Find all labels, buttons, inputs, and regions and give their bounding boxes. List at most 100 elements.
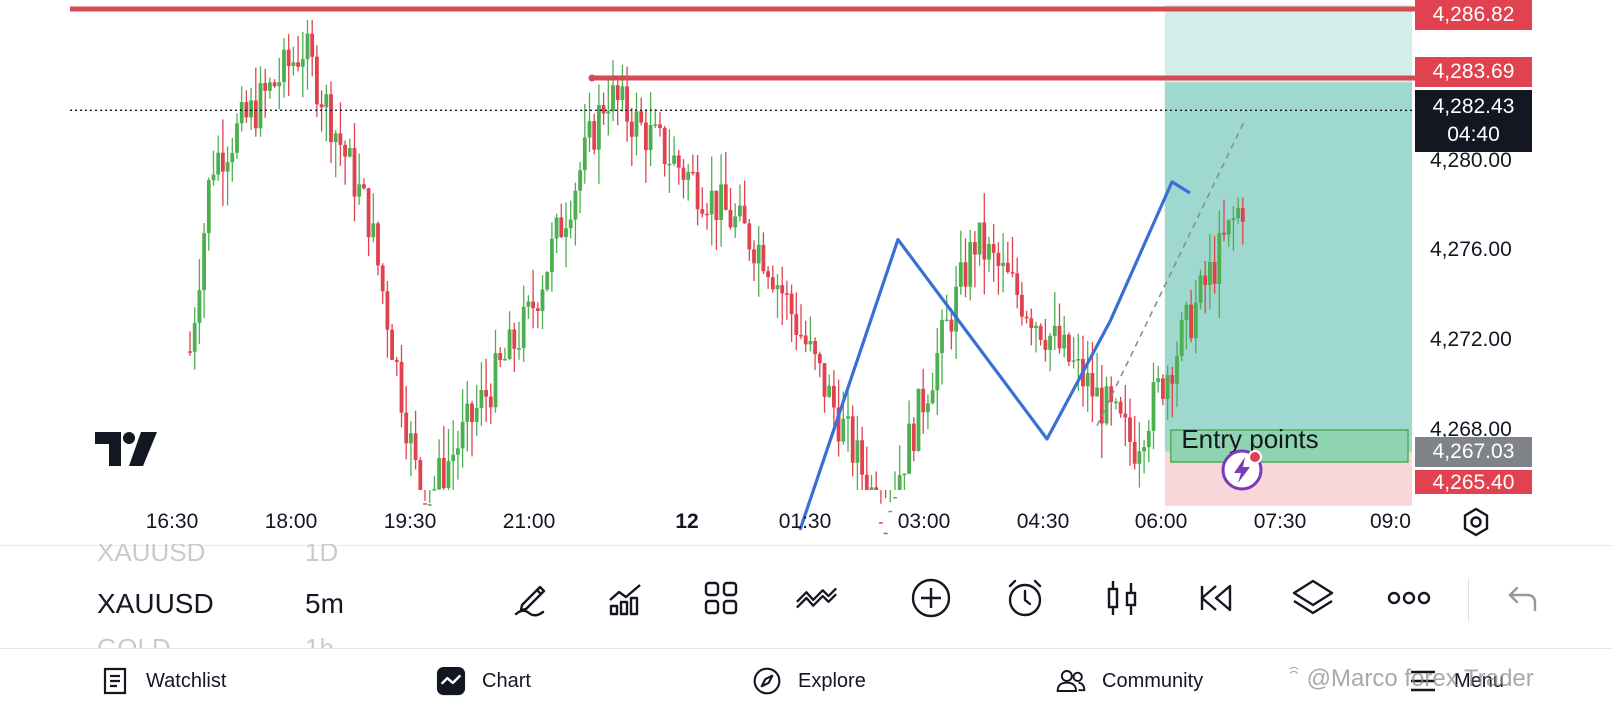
price-tag-current: 4,282.43 04:40 bbox=[1415, 90, 1532, 152]
candle-body-83 bbox=[578, 170, 582, 191]
candle-body-198 bbox=[1118, 401, 1123, 414]
candle-body-19 bbox=[277, 82, 282, 87]
candle-body-116 bbox=[733, 216, 738, 228]
candle-body-151 bbox=[897, 475, 902, 490]
candle-body-208 bbox=[1165, 374, 1170, 399]
candle-body-84 bbox=[582, 137, 587, 171]
lightning-alert-icon[interactable] bbox=[1220, 448, 1264, 492]
candle-body-124 bbox=[770, 277, 775, 290]
watermark-text: @Marco forex Trader bbox=[1306, 665, 1534, 692]
candle-body-72 bbox=[526, 301, 531, 307]
nav-explore-label: Explore bbox=[798, 669, 866, 692]
symbol-ghost-above[interactable]: XAUUSD bbox=[97, 544, 206, 567]
candle-body-189 bbox=[1076, 359, 1081, 361]
candle-body-158 bbox=[930, 390, 935, 404]
candle-body-37 bbox=[362, 184, 366, 189]
candle-body-217 bbox=[1208, 262, 1212, 285]
watchlist-icon bbox=[100, 666, 130, 696]
candle-body-156 bbox=[921, 388, 926, 413]
community-icon bbox=[1056, 666, 1086, 696]
candle-body-148 bbox=[883, 532, 888, 535]
candle-body-121 bbox=[756, 244, 761, 264]
time-axis-label-7: 04:30 bbox=[1016, 510, 1070, 533]
candle-body-192 bbox=[1090, 373, 1095, 397]
candle-body-96 bbox=[639, 111, 644, 123]
candle-body-175 bbox=[1010, 272, 1015, 274]
replay-icon[interactable] bbox=[1193, 575, 1239, 621]
candle-body-149 bbox=[888, 510, 893, 513]
candles-icon[interactable] bbox=[1099, 575, 1145, 621]
templates-icon[interactable] bbox=[698, 575, 744, 621]
compare-icon[interactable] bbox=[794, 575, 840, 621]
nav-community-label: Community bbox=[1102, 669, 1204, 692]
chart-area[interactable]: 4,280.00 4,276.00 4,272.00 4,268.00 4,28… bbox=[0, 0, 1612, 545]
candle-body-89 bbox=[606, 111, 611, 114]
candle-body-50 bbox=[423, 503, 427, 505]
candle-body-18 bbox=[272, 82, 277, 87]
indicators-icon[interactable] bbox=[603, 575, 649, 621]
candle-body-178 bbox=[1024, 316, 1029, 319]
bottom-navigation bbox=[0, 648, 1612, 720]
nav-explore[interactable]: Explore bbox=[752, 666, 866, 696]
candle-body-110 bbox=[705, 213, 709, 216]
timeframe-ghost-above[interactable]: 1D bbox=[305, 544, 339, 567]
time-axis-label-10: 09:0 bbox=[1370, 510, 1411, 533]
candle-body-2 bbox=[197, 290, 202, 323]
candle-body-108 bbox=[695, 172, 700, 210]
candle-body-65 bbox=[493, 353, 498, 408]
candle-body-185 bbox=[1057, 325, 1062, 349]
candle-body-106 bbox=[686, 171, 691, 180]
candle-body-31 bbox=[333, 133, 338, 143]
watermark: ꩰ @Marco forex Trader bbox=[1300, 664, 1534, 697]
undo-icon[interactable] bbox=[1500, 575, 1546, 621]
candle-body-60 bbox=[470, 403, 474, 422]
candle-body-128 bbox=[789, 293, 794, 315]
add-icon[interactable] bbox=[908, 575, 954, 621]
nav-chart[interactable]: Chart bbox=[436, 666, 531, 696]
candle-body-70 bbox=[517, 348, 521, 350]
candle-body-161 bbox=[944, 319, 949, 322]
alert-clock-icon[interactable] bbox=[1002, 575, 1048, 621]
candle-body-107 bbox=[691, 171, 695, 174]
candle-body-137 bbox=[832, 385, 836, 408]
nav-community[interactable]: Community bbox=[1056, 666, 1203, 696]
timeframe-selector[interactable]: 5m bbox=[305, 588, 344, 619]
nav-watchlist[interactable]: Watchlist bbox=[100, 666, 226, 696]
candle-body-138 bbox=[836, 407, 841, 442]
more-icon[interactable] bbox=[1386, 575, 1432, 621]
candle-body-22 bbox=[291, 62, 296, 67]
price-axis-label-3: 4,268.00 bbox=[1430, 418, 1512, 441]
candle-body-11 bbox=[239, 102, 244, 124]
candle-body-123 bbox=[766, 271, 770, 278]
candle-body-172 bbox=[996, 252, 1001, 266]
candle-body-49 bbox=[418, 460, 423, 490]
pencil-icon[interactable] bbox=[508, 575, 554, 621]
candle-body-170 bbox=[987, 243, 991, 260]
candle-body-223 bbox=[1236, 208, 1240, 219]
candle-body-109 bbox=[700, 209, 705, 214]
projection-line bbox=[1096, 119, 1246, 427]
candle-body-43 bbox=[390, 329, 394, 360]
layers-icon[interactable] bbox=[1290, 575, 1336, 621]
symbol-name[interactable]: XAUUSD bbox=[97, 588, 214, 619]
nav-menu[interactable]: Menu bbox=[1408, 666, 1504, 696]
candle-body-3 bbox=[202, 233, 206, 291]
chart-settings-icon[interactable] bbox=[1460, 506, 1492, 543]
symbol-toolbar-row bbox=[0, 545, 1612, 645]
candle-body-42 bbox=[385, 291, 390, 330]
candle-body-115 bbox=[728, 209, 733, 228]
candle-body-90 bbox=[611, 85, 615, 112]
candle-body-54 bbox=[441, 458, 446, 488]
candle-body-211 bbox=[1179, 320, 1184, 356]
candle-body-179 bbox=[1029, 318, 1034, 329]
candle-body-205 bbox=[1151, 382, 1156, 431]
symbol-ghost-below[interactable]: GOLD bbox=[97, 634, 171, 648]
timeframe-ghost-below[interactable]: 1h bbox=[305, 634, 334, 648]
candle-body-91 bbox=[615, 85, 620, 100]
candle-body-41 bbox=[380, 265, 385, 292]
candle-body-147 bbox=[879, 522, 883, 524]
candle-body-126 bbox=[780, 285, 785, 294]
candle-body-154 bbox=[911, 423, 916, 451]
candle-body-177 bbox=[1020, 294, 1024, 317]
price-chart[interactable] bbox=[0, 0, 1612, 545]
